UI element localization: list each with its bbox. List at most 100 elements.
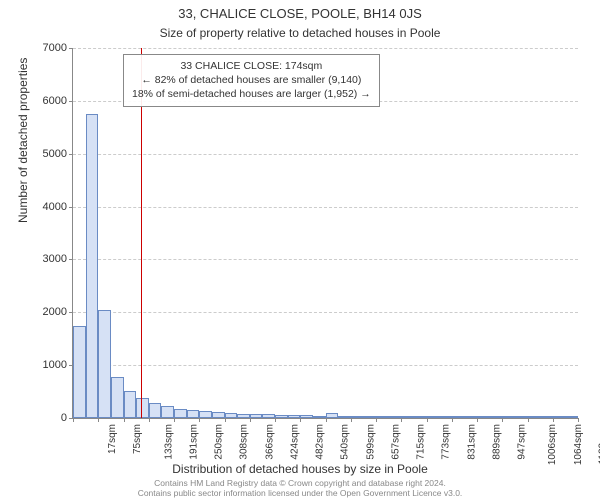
- histogram-bar: [490, 416, 503, 418]
- y-tick-mark: [69, 207, 73, 208]
- x-tick-mark: [376, 418, 377, 422]
- histogram-bar: [528, 416, 541, 418]
- x-tick-mark: [427, 418, 428, 422]
- info-box: 33 CHALICE CLOSE: 174sqm ← 82% of detach…: [123, 54, 380, 107]
- x-tick-label: 1064sqm: [573, 424, 584, 465]
- x-tick-mark: [553, 418, 554, 422]
- gridline: [73, 365, 578, 366]
- histogram-bar: [300, 415, 313, 418]
- x-tick-mark: [73, 418, 74, 422]
- x-tick-mark: [326, 418, 327, 422]
- y-tick-label: 6000: [33, 95, 67, 107]
- histogram-bar: [187, 410, 200, 418]
- y-tick-label: 4000: [33, 201, 67, 213]
- histogram-bar: [212, 412, 225, 418]
- y-tick-label: 7000: [33, 42, 67, 54]
- x-tick-mark: [275, 418, 276, 422]
- x-tick-label: 599sqm: [365, 424, 376, 460]
- x-tick-label: 424sqm: [289, 424, 300, 460]
- histogram-bar: [326, 413, 339, 418]
- x-tick-label: 250sqm: [214, 424, 225, 460]
- histogram-bar: [414, 416, 427, 418]
- info-line-3: 18% of semi-detached houses are larger (…: [132, 87, 371, 101]
- x-tick-mark: [199, 418, 200, 422]
- histogram-bar: [439, 416, 452, 418]
- chart-container: 33, CHALICE CLOSE, POOLE, BH14 0JS Size …: [0, 0, 600, 500]
- histogram-bar: [515, 416, 528, 418]
- histogram-bar: [136, 398, 149, 418]
- histogram-bar: [338, 416, 351, 418]
- x-tick-mark: [98, 418, 99, 422]
- histogram-bar: [86, 114, 99, 418]
- x-tick-mark: [149, 418, 150, 422]
- y-tick-mark: [69, 101, 73, 102]
- histogram-bar: [98, 310, 111, 418]
- x-tick-label: 133sqm: [163, 424, 174, 460]
- y-tick-mark: [69, 312, 73, 313]
- x-tick-mark: [250, 418, 251, 422]
- y-tick-label: 5000: [33, 148, 67, 160]
- y-tick-mark: [69, 154, 73, 155]
- x-tick-mark: [502, 418, 503, 422]
- gridline: [73, 259, 578, 260]
- x-tick-label: 17sqm: [107, 424, 118, 454]
- histogram-bar: [174, 409, 187, 419]
- gridline: [73, 154, 578, 155]
- histogram-bar: [427, 416, 440, 418]
- histogram-bar: [464, 416, 477, 418]
- x-tick-mark: [174, 418, 175, 422]
- footer-line-1: Contains HM Land Registry data © Crown c…: [0, 478, 600, 488]
- x-tick-label: 75sqm: [132, 424, 143, 454]
- histogram-bar: [452, 416, 465, 418]
- gridline: [73, 207, 578, 208]
- x-tick-mark: [452, 418, 453, 422]
- x-tick-mark: [528, 418, 529, 422]
- footer-attribution: Contains HM Land Registry data © Crown c…: [0, 478, 600, 498]
- y-tick-label: 0: [33, 412, 67, 424]
- histogram-bar: [262, 414, 275, 418]
- histogram-bar: [351, 416, 364, 418]
- x-tick-label: 1006sqm: [547, 424, 558, 465]
- x-tick-mark: [300, 418, 301, 422]
- histogram-bar: [565, 416, 578, 418]
- x-tick-label: 308sqm: [239, 424, 250, 460]
- histogram-bar: [477, 416, 490, 418]
- y-axis-label: Number of detached properties: [16, 58, 30, 223]
- x-tick-label: 191sqm: [188, 424, 199, 460]
- x-axis-label: Distribution of detached houses by size …: [0, 462, 600, 476]
- plot-area: 0100020003000400050006000700017sqm75sqm1…: [72, 48, 578, 419]
- y-tick-label: 3000: [33, 253, 67, 265]
- x-tick-mark: [578, 418, 579, 422]
- info-line-1: 33 CHALICE CLOSE: 174sqm: [132, 59, 371, 73]
- x-tick-label: 657sqm: [390, 424, 401, 460]
- chart-title-sub: Size of property relative to detached ho…: [0, 26, 600, 40]
- histogram-bar: [111, 377, 124, 418]
- histogram-bar: [401, 416, 414, 418]
- y-tick-mark: [69, 259, 73, 260]
- footer-line-2: Contains public sector information licen…: [0, 488, 600, 498]
- histogram-bar: [199, 411, 212, 418]
- histogram-bar: [502, 416, 515, 418]
- histogram-bar: [313, 416, 326, 418]
- y-tick-label: 2000: [33, 306, 67, 318]
- y-tick-mark: [69, 48, 73, 49]
- x-tick-label: 366sqm: [264, 424, 275, 460]
- histogram-bar: [73, 326, 86, 419]
- histogram-bar: [376, 416, 389, 418]
- histogram-bar: [161, 406, 174, 418]
- histogram-bar: [149, 403, 162, 418]
- x-tick-mark: [477, 418, 478, 422]
- histogram-bar: [288, 415, 301, 418]
- histogram-bar: [275, 415, 288, 418]
- gridline: [73, 312, 578, 313]
- x-tick-mark: [225, 418, 226, 422]
- gridline: [73, 48, 578, 49]
- x-tick-label: 773sqm: [441, 424, 452, 460]
- histogram-bar: [540, 416, 553, 418]
- histogram-bar: [250, 414, 263, 418]
- x-tick-label: 831sqm: [466, 424, 477, 460]
- chart-title-main: 33, CHALICE CLOSE, POOLE, BH14 0JS: [0, 6, 600, 21]
- x-tick-label: 947sqm: [517, 424, 528, 460]
- histogram-bar: [553, 416, 566, 418]
- histogram-bar: [124, 391, 137, 418]
